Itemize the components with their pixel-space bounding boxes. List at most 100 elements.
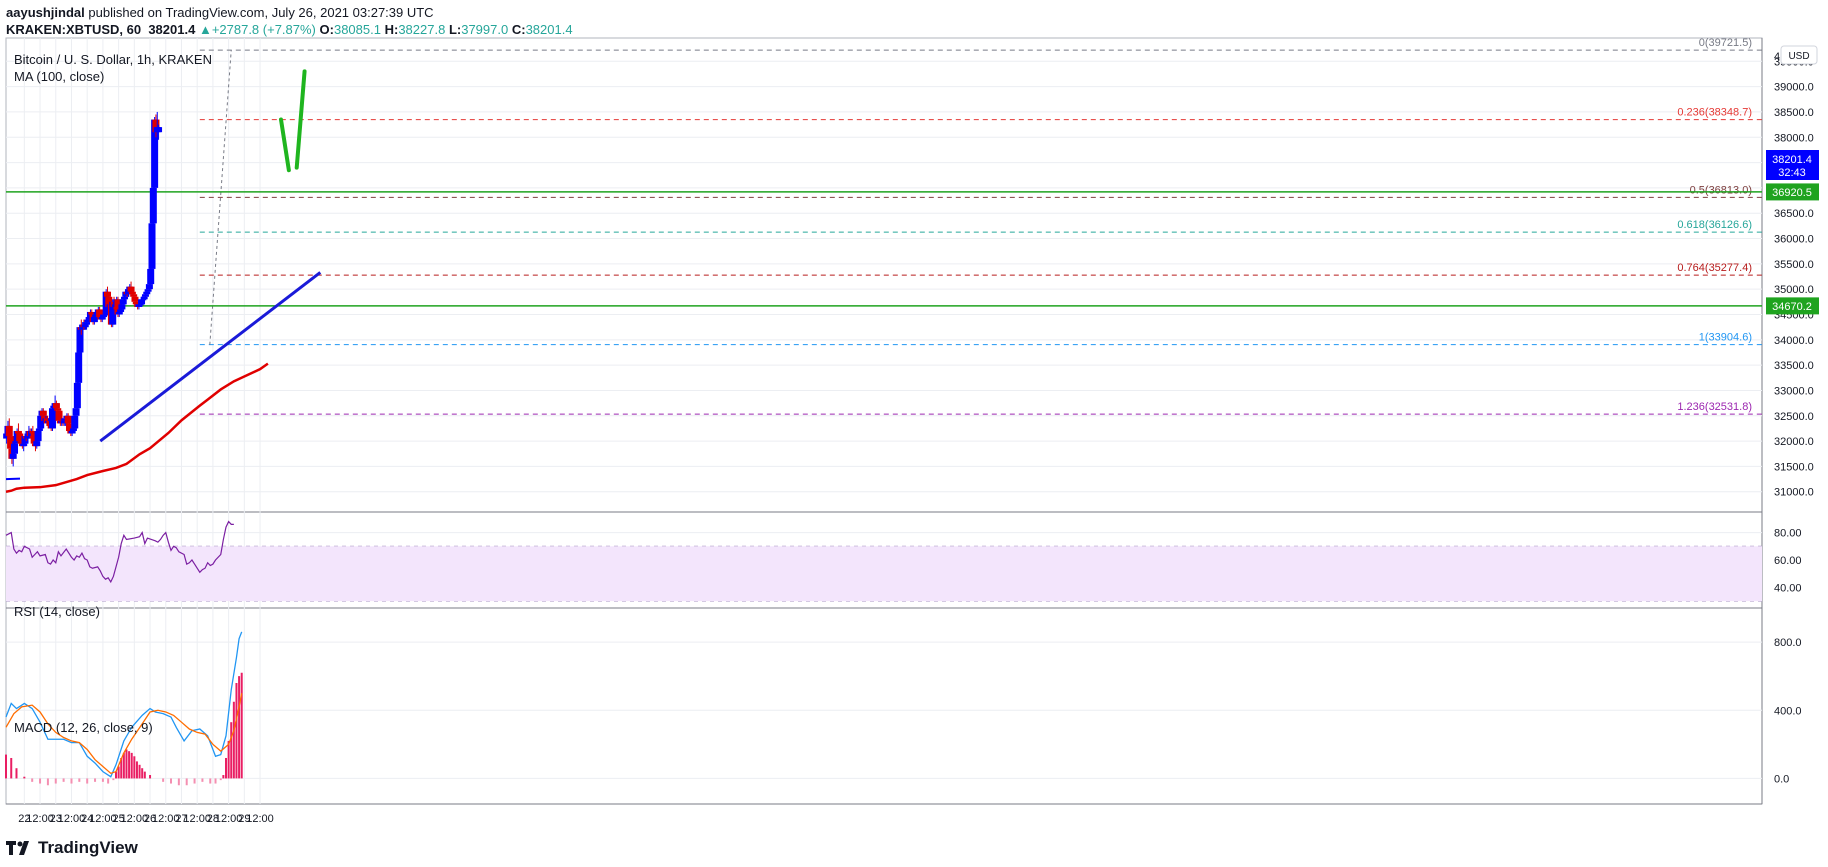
macd-tick-label: 0.0 (1774, 773, 1789, 785)
support-tag-lower-value: 34670.2 (1772, 301, 1812, 313)
macd-tick-label: 800.0 (1774, 637, 1802, 649)
candle-body (138, 299, 146, 305)
candle-body (143, 291, 151, 295)
y-tick-label: 36500.0 (1774, 208, 1814, 220)
fib-level-label: 1.236(32531.8) (1677, 401, 1752, 413)
candle-body (128, 291, 136, 295)
projection-line (278, 117, 291, 173)
candle-body (37, 415, 45, 429)
candle-body (83, 322, 91, 325)
x-tick-label: 24 (81, 813, 93, 825)
x-tick-label: 12:00 (89, 813, 117, 825)
fib-level-label: 0.236(38348.7) (1677, 107, 1752, 119)
trendline (99, 271, 322, 443)
y-tick-label: 38000.0 (1774, 132, 1814, 144)
rsi-tick-label: 80.00 (1774, 528, 1802, 540)
macd-title[interactable]: MACD (12, 26, close, 9) (14, 720, 153, 735)
y-tick-label: 32000.0 (1774, 436, 1814, 448)
price-tag (1766, 150, 1819, 180)
rsi-title[interactable]: RSI (14, close) (14, 604, 100, 619)
fib-level-label: 1(33904.6) (1699, 332, 1752, 344)
high-value: 38227.8 (398, 22, 446, 37)
candle-body (5, 425, 13, 437)
candle-body (118, 304, 126, 310)
candle-body (21, 436, 29, 444)
candle-body (17, 441, 25, 444)
candle-body (145, 284, 153, 290)
fib-level-label: 0.764(35277.4) (1677, 262, 1752, 274)
open-label: O: (319, 22, 334, 37)
fib-level-label: 0.618(36126.6) (1677, 219, 1752, 231)
candle-body (29, 430, 37, 434)
candle-body (11, 443, 19, 454)
x-tick-label: 12:00 (183, 813, 211, 825)
tradingview-brand: TradingView (38, 838, 138, 857)
candle-body (136, 304, 144, 306)
candle-body (60, 420, 68, 424)
candle-body (54, 408, 62, 411)
candle-body (121, 296, 129, 300)
candle-body (114, 299, 122, 315)
close-label: C: (511, 22, 526, 37)
y-tick-label: 39000.0 (1774, 82, 1814, 94)
rsi-tick-label: 60.00 (1774, 555, 1802, 567)
candle-body (98, 317, 106, 320)
candle-body (96, 309, 104, 318)
ma-indicator-label[interactable]: MA (100, close) (14, 69, 104, 84)
fib-level-label: 0.5(36813.0) (1690, 184, 1752, 196)
x-tick-label: 25 (112, 813, 124, 825)
tradingview-logo[interactable]: TradingView (6, 838, 138, 858)
last-price: 38201.4 (148, 22, 196, 37)
open-value: 38085.1 (333, 22, 381, 37)
y-tick-label: 38500.0 (1774, 107, 1814, 119)
candle-body (115, 311, 123, 315)
y-tick-label: 32500.0 (1774, 411, 1814, 423)
candle-body (12, 441, 20, 444)
x-tick-label: 26 (144, 813, 156, 825)
candle-body (35, 428, 43, 431)
rsi-line (5, 520, 234, 584)
axes: 2212:002312:002412:002512:002612:002712:… (18, 56, 1814, 825)
candle-body (75, 352, 83, 383)
currency-badge[interactable] (1780, 45, 1818, 65)
candle-body (144, 289, 152, 292)
candle-body (85, 317, 93, 320)
candle-body (140, 296, 148, 300)
grid (5, 37, 1763, 805)
price-tag-countdown: 32:43 (1778, 167, 1806, 179)
candle-body (84, 319, 92, 323)
y-tick-label: 36000.0 (1774, 234, 1814, 246)
x-tick-label: 12:00 (246, 813, 274, 825)
candle-body (103, 291, 111, 297)
publisher-name[interactable]: aayushjindal (6, 5, 85, 20)
candle-body (39, 410, 47, 416)
plot-frame (5, 37, 1763, 805)
y-tick-label: 33000.0 (1774, 385, 1814, 397)
ma100-line (5, 362, 269, 493)
change-value: ▲+2787.8 (+7.87%) (198, 22, 316, 37)
candle-body (139, 299, 147, 301)
candle-body (100, 314, 108, 318)
support-tag-lower (1766, 297, 1819, 315)
x-tick-label: 28 (207, 813, 219, 825)
prior-segment (5, 477, 21, 481)
close-value: 38201.4 (525, 22, 573, 37)
candle-body (90, 317, 98, 323)
candle-body (69, 428, 77, 431)
candle-body (119, 299, 127, 305)
rsi-band (6, 546, 1762, 602)
candle-body (131, 296, 139, 302)
x-tick-label: 12:00 (121, 813, 149, 825)
signal-line (5, 693, 243, 775)
support-tag-upper (1766, 183, 1819, 201)
candle-body (20, 443, 28, 447)
chart-header: aayushjindal published on TradingView.co… (6, 4, 573, 38)
candle-body (7, 436, 15, 449)
candle-body (68, 430, 76, 434)
fibonacci-levels: 0(39721.5) 0.236(38348.7) 0.5(36813.0) 0.61… (199, 37, 1762, 415)
candle-body (135, 304, 143, 307)
projection-line (294, 69, 307, 170)
candle-body (151, 119, 159, 188)
candle-body (155, 127, 163, 133)
